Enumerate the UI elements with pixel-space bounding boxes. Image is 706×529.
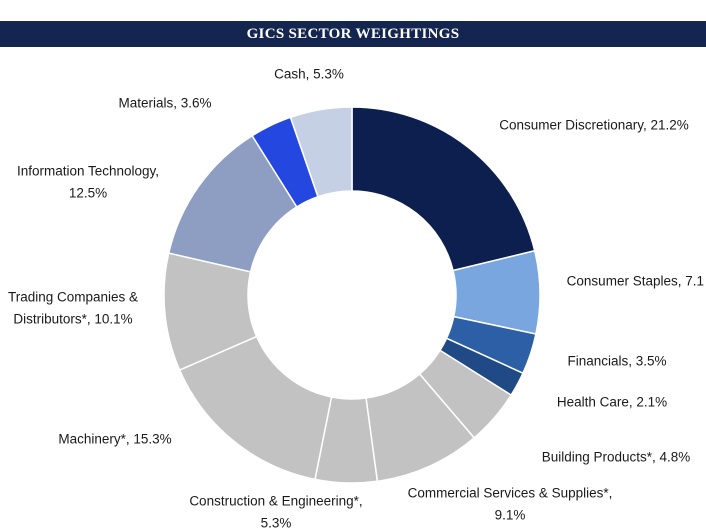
- slice-label: Materials, 3.6%: [118, 96, 211, 111]
- slice-label: Commercial Services & Supplies*,: [408, 486, 613, 501]
- chart-title: GICS SECTOR WEIGHTINGS: [247, 26, 460, 42]
- slice-label: 12.5%: [69, 186, 107, 201]
- slice-label: Distributors*, 10.1%: [13, 312, 132, 327]
- slice-label: Financials, 3.5%: [567, 354, 666, 369]
- slice-label: Construction & Engineering*,: [189, 494, 362, 509]
- slice-label: Machinery*, 15.3%: [58, 432, 171, 447]
- slice-label: Consumer Discretionary, 21.2%: [499, 118, 689, 133]
- slice-label: Consumer Staples, 7.1: [567, 274, 704, 289]
- slice-label: Information Technology,: [17, 164, 159, 179]
- slice-label: 5.3%: [261, 516, 292, 529]
- slice-label: 9.1%: [495, 508, 526, 523]
- donut-slice: [289, 106, 353, 198]
- slice-label: Building Products*, 4.8%: [542, 450, 691, 465]
- donut-slice: [351, 106, 536, 272]
- slice-label: Trading Companies &: [8, 290, 138, 305]
- slice-label: Cash, 5.3%: [274, 67, 344, 82]
- title-band: [0, 21, 706, 47]
- slice-label: Health Care, 2.1%: [557, 395, 667, 410]
